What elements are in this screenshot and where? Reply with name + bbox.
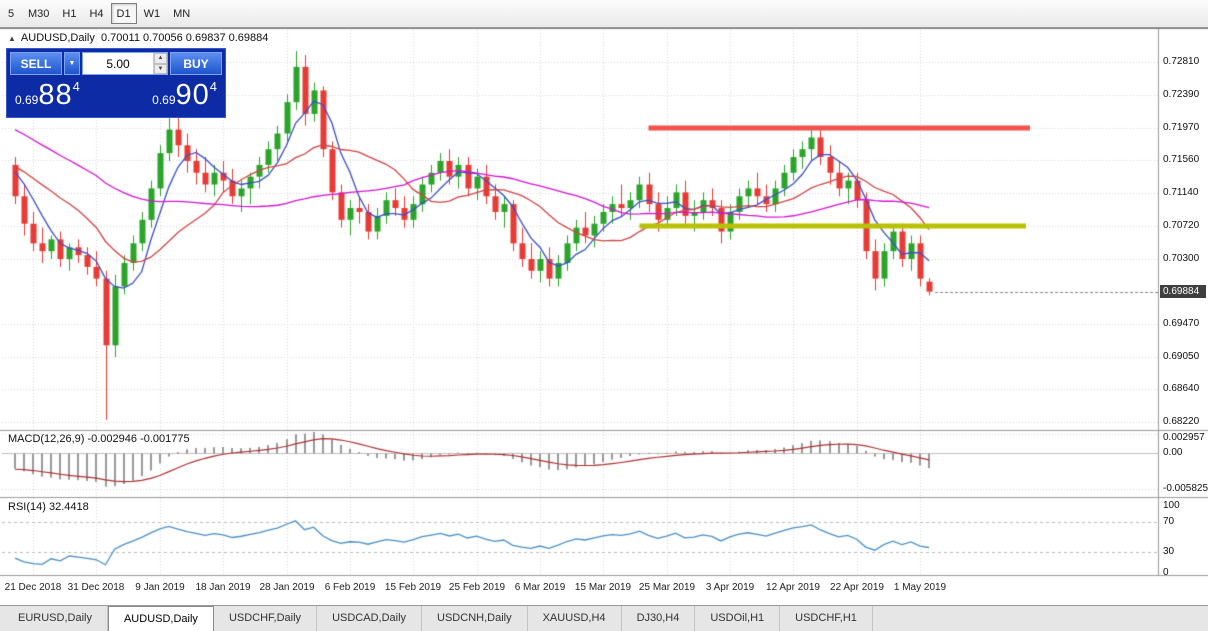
timeframe-toolbar: 5 M30 H1 H4 D1 W1 MN	[0, 0, 1208, 28]
timeframe-button-h4[interactable]: H4	[83, 3, 109, 24]
rsi-tick-label: 30	[1163, 546, 1175, 557]
price-tick-label: 0.69050	[1163, 351, 1200, 362]
price-tick-label: 0.70300	[1163, 253, 1200, 264]
chart-tab-usdchf-daily[interactable]: USDCHF,Daily	[214, 606, 318, 631]
current-price-tag: 0.69884	[1160, 285, 1206, 298]
chart-tab-xauusd-h4[interactable]: XAUUSD,H4	[528, 606, 622, 631]
one-click-trading-panel: SELL ▼ ▲ ▼ BUY 0.69884 0.69904	[6, 48, 226, 118]
buy-price-prefix: 0.69	[152, 93, 176, 107]
buy-price-big: 90	[175, 79, 210, 111]
rsi-indicator-label: RSI(14) 32.4418	[8, 501, 89, 513]
sell-price[interactable]: 0.69884	[15, 79, 80, 112]
chart-tabs-bar: EURUSD,Daily AUDUSD,Daily USDCHF,Daily USDC…	[0, 605, 1208, 631]
chart-symbol-header: ▲ AUDUSD,Daily 0.70011 0.70056 0.69837 0…	[8, 32, 268, 44]
right-price-axis: 0.72810 0.72390 0.71970 0.71560 0.71140 0.707…	[1160, 28, 1208, 605]
price-tick-label: 0.71560	[1163, 154, 1200, 165]
rsi-tick-label: 100	[1163, 500, 1180, 511]
chart-window-icon: ▲	[8, 33, 16, 43]
volume-spinner: ▲ ▼	[153, 53, 167, 74]
chart-tab-audusd-daily[interactable]: AUDUSD,Daily	[107, 606, 214, 631]
price-tick-label: 0.70720	[1163, 220, 1200, 231]
timeframe-button-m30[interactable]: M30	[22, 3, 55, 24]
price-tick-label: 0.69470	[1163, 318, 1200, 329]
chart-tab-eurusd-daily[interactable]: EURUSD,Daily	[3, 606, 108, 631]
sell-price-prefix: 0.69	[15, 93, 39, 107]
timeframe-button-5[interactable]: 5	[1, 3, 21, 24]
chart-tab-dj30-h4[interactable]: DJ30,H4	[622, 606, 696, 631]
buy-button[interactable]: BUY	[170, 52, 222, 75]
volume-down-button[interactable]: ▼	[154, 63, 167, 74]
price-tick-label: 0.71970	[1163, 122, 1200, 133]
volume-input[interactable]	[83, 53, 153, 74]
timeframe-button-mn[interactable]: MN	[167, 3, 196, 24]
chart-region: ▲ AUDUSD,Daily 0.70011 0.70056 0.69837 0…	[0, 28, 1208, 605]
chart-tab-usdcad-daily[interactable]: USDCAD,Daily	[317, 606, 423, 631]
volume-up-button[interactable]: ▲	[154, 53, 167, 64]
macd-tick-label: 0.00	[1163, 447, 1183, 458]
timeframe-button-h1[interactable]: H1	[56, 3, 82, 24]
rsi-tick-label: 70	[1163, 516, 1175, 527]
price-chart-canvas[interactable]	[0, 28, 1208, 605]
macd-indicator-label: MACD(12,26,9) -0.002946 -0.001775	[8, 433, 190, 445]
macd-tick-label: -0.005825	[1163, 483, 1208, 494]
timeframe-button-w1[interactable]: W1	[138, 3, 167, 24]
price-tick-label: 0.72810	[1163, 56, 1200, 67]
chart-tab-usdcnh-daily[interactable]: USDCNH,Daily	[422, 606, 528, 631]
sell-button[interactable]: SELL	[10, 52, 62, 75]
sell-price-sup: 4	[72, 79, 80, 94]
price-tick-label: 0.68640	[1163, 383, 1200, 394]
buy-price[interactable]: 0.69904	[152, 79, 217, 112]
timeframe-button-d1[interactable]: D1	[110, 3, 137, 24]
volume-dropdown-button[interactable]: ▼	[64, 52, 80, 75]
symbol-ohlc-text: AUDUSD,Daily 0.70011 0.70056 0.69837 0.6…	[20, 32, 269, 44]
price-tick-label: 0.68220	[1163, 416, 1200, 427]
buy-price-sup: 4	[209, 79, 217, 94]
price-tick-label: 0.72390	[1163, 89, 1200, 100]
price-tick-label: 0.71140	[1163, 187, 1199, 198]
volume-field: ▲ ▼	[82, 52, 168, 75]
chart-tab-usdchf-h1[interactable]: USDCHF,H1	[780, 606, 873, 631]
rsi-tick-label: 0	[1163, 567, 1169, 578]
chart-tab-usdoil-h1[interactable]: USDOil,H1	[695, 606, 781, 631]
sell-price-big: 88	[38, 79, 73, 111]
macd-tick-label: 0.002957	[1163, 432, 1205, 443]
